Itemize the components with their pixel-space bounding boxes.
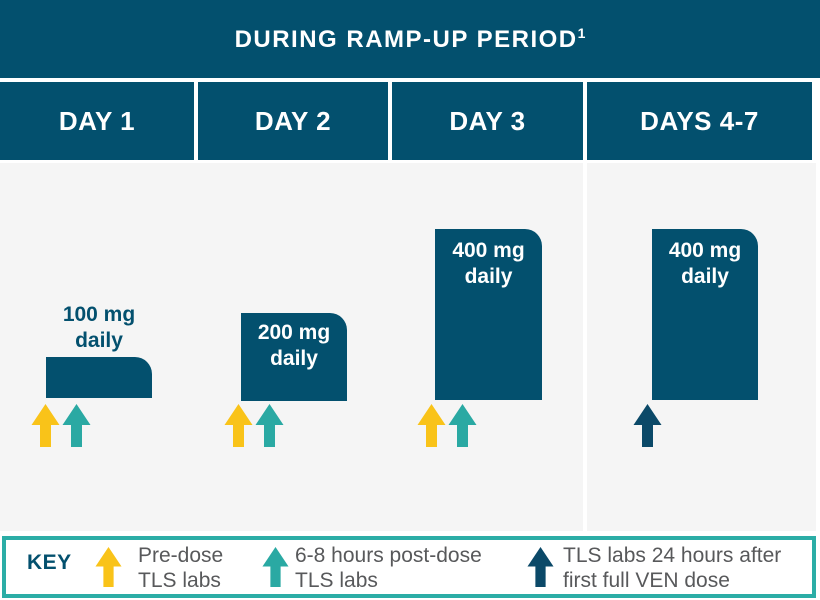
post-dose-arrow-icon (255, 404, 284, 447)
column-header-label: DAY 2 (254, 105, 332, 136)
pre-dose-arrow-icon (31, 404, 60, 447)
footnote-marker: 1 (577, 24, 586, 41)
header-banner: DURING RAMP-UP PERIOD1 (0, 0, 820, 78)
column-header-label: DAY 1 (58, 105, 136, 136)
dose-label-days-4-7: 400 mg daily (668, 239, 742, 288)
24h-after-full-dose-arrow-icon (527, 547, 554, 587)
dose-label-day-2: 200 mg daily (257, 321, 331, 370)
post-dose-arrow-icon (262, 547, 289, 587)
column-header-label: DAYS 4-7 (640, 105, 759, 136)
24h-after-full-dose-arrow-icon (633, 404, 662, 447)
dose-bar-day-1 (46, 357, 152, 398)
dose-label-day-3: 400 mg daily (452, 239, 525, 288)
pre-dose-arrow-icon (95, 547, 122, 587)
page-title: DURING RAMP-UP PERIOD1 (235, 25, 586, 54)
legend-box (2, 536, 816, 598)
legend-item-post-dose: 6-8 hours post-dose TLS labs (295, 544, 482, 592)
post-dose-arrow-icon (62, 404, 91, 447)
column-header-day-1: DAY 1 (0, 82, 194, 160)
pre-dose-arrow-icon (224, 404, 253, 447)
column-header-days-4-7: DAYS 4-7 (587, 82, 812, 160)
dose-bar-day-2 (241, 313, 347, 401)
column-header-day-3: DAY 3 (392, 82, 583, 160)
dose-bar-day-3 (435, 229, 542, 400)
page-title-text: DURING RAMP-UP PERIOD (234, 25, 578, 53)
legend-item-pre-dose: Pre-dose TLS labs (138, 544, 224, 592)
legend-title: KEY (27, 551, 72, 574)
column-header-day-2: DAY 2 (198, 82, 388, 160)
column-divider (583, 163, 587, 531)
dose-bar-days-4-7 (652, 229, 758, 400)
dose-label-day-1: 100 mg daily (62, 303, 136, 352)
legend-item-24h-after-full-dose: TLS labs 24 hours after first full VEN d… (563, 544, 782, 592)
post-dose-arrow-icon (448, 404, 477, 447)
column-header-label: DAY 3 (449, 105, 526, 136)
pre-dose-arrow-icon (417, 404, 446, 447)
